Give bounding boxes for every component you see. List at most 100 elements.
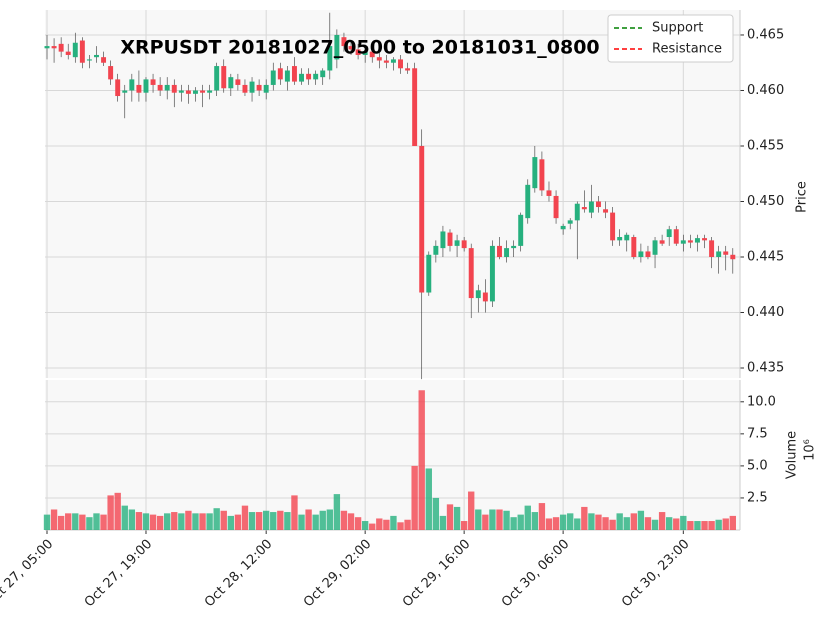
y-axis-label: Price xyxy=(795,181,810,213)
volume-bar xyxy=(128,509,136,530)
candle-body xyxy=(574,203,580,221)
candle-body xyxy=(694,238,700,243)
volume-bar xyxy=(107,495,114,530)
volume-bar xyxy=(581,506,588,530)
candle-body xyxy=(200,90,206,93)
volume-bar xyxy=(93,513,100,530)
volume-bar xyxy=(637,510,645,530)
volume-bar xyxy=(404,519,411,530)
candle-body xyxy=(475,290,481,299)
volume-offset: 10⁶ xyxy=(803,439,818,461)
volume-bar xyxy=(397,522,404,530)
candle-body xyxy=(178,90,184,93)
candle-body xyxy=(122,90,128,93)
candle-body xyxy=(687,240,693,243)
candle-body xyxy=(412,68,418,146)
volume-axis-label: Volume xyxy=(785,431,800,479)
x-tick-label: Oct 29, 02:00 xyxy=(301,537,374,610)
candle-body xyxy=(652,240,658,255)
volume-bar xyxy=(503,510,510,530)
volume-tick-label: 2.5 xyxy=(747,490,768,505)
candle-body xyxy=(405,68,411,71)
candle-body xyxy=(376,57,382,61)
candle-body xyxy=(560,225,566,230)
volume-bar xyxy=(446,504,454,530)
volume-bar xyxy=(390,515,397,530)
candle-body xyxy=(666,229,672,238)
volume-bar xyxy=(241,505,249,530)
volume-bar xyxy=(262,510,270,530)
candle-body xyxy=(58,43,64,52)
candle-body xyxy=(383,60,389,63)
marks xyxy=(43,12,736,530)
candle-body xyxy=(369,51,375,58)
candle-body xyxy=(327,46,333,71)
candle-body xyxy=(596,201,601,208)
volume-bar xyxy=(86,517,93,530)
candle-body xyxy=(44,46,50,49)
volume-bar xyxy=(227,515,235,530)
candle-body xyxy=(419,145,425,293)
candle-body xyxy=(426,254,432,293)
volume-bar xyxy=(340,510,348,530)
volume-bar xyxy=(524,505,531,530)
volume-bar xyxy=(305,509,312,530)
candle-body xyxy=(461,240,467,249)
candle-body xyxy=(730,254,736,260)
candle-body xyxy=(539,159,545,191)
y-tick-label: 0.445 xyxy=(747,249,784,264)
candle-body xyxy=(348,46,354,50)
volume-bar xyxy=(673,518,680,530)
chart-title: XRPUSDT 20181027_0500 to 20181031_0800 xyxy=(120,37,599,59)
legend-label: Resistance xyxy=(652,42,722,57)
volume-bar xyxy=(665,517,673,530)
volume-bar xyxy=(418,390,425,530)
candle-body xyxy=(270,70,276,85)
volume-bar xyxy=(79,514,86,530)
legend-box xyxy=(607,14,734,63)
candle-body xyxy=(532,157,538,189)
volume-bar xyxy=(552,517,560,530)
candle-body xyxy=(263,84,269,93)
volume-bar xyxy=(376,518,383,530)
volume-bar xyxy=(270,512,277,530)
candle-body xyxy=(72,42,78,58)
legend: Support Resistance xyxy=(607,14,734,63)
volume-bar xyxy=(255,512,263,530)
volume-panel xyxy=(45,380,740,530)
volume-bar xyxy=(100,514,107,530)
y-tick-label: 0.465 xyxy=(747,27,784,42)
candle-body xyxy=(299,73,305,82)
candle-body xyxy=(150,79,156,85)
candle-body xyxy=(645,251,651,257)
volume-bar xyxy=(538,503,546,530)
candle-body xyxy=(284,70,290,82)
volume-bar xyxy=(135,512,143,530)
volume-bar xyxy=(630,513,638,530)
volume-bar xyxy=(220,510,227,530)
x-tick-label: Oct 27, 19:00 xyxy=(82,537,155,610)
volume-bar xyxy=(65,513,72,530)
volume-bar xyxy=(50,509,58,530)
candle-body xyxy=(136,84,142,93)
volume-bar xyxy=(199,513,206,530)
candle-body xyxy=(256,84,262,91)
volume-bar xyxy=(531,512,539,530)
volume-bar xyxy=(192,513,199,530)
candle-body xyxy=(631,237,637,257)
candle-body xyxy=(171,84,177,93)
x-tick-label: Oct 30, 23:00 xyxy=(619,537,692,610)
volume-bar xyxy=(567,513,574,530)
candle-body xyxy=(108,66,114,80)
volume-bar xyxy=(156,515,164,530)
candle-body xyxy=(306,73,312,80)
volume-bar xyxy=(439,515,447,530)
candle-body xyxy=(723,251,729,255)
candle-body xyxy=(638,251,644,257)
candle-body xyxy=(192,90,198,94)
candle-body xyxy=(185,90,191,94)
volume-bar xyxy=(411,465,418,530)
volume-bar xyxy=(284,512,291,530)
volume-bar xyxy=(574,518,581,530)
volume-bar xyxy=(510,517,517,530)
